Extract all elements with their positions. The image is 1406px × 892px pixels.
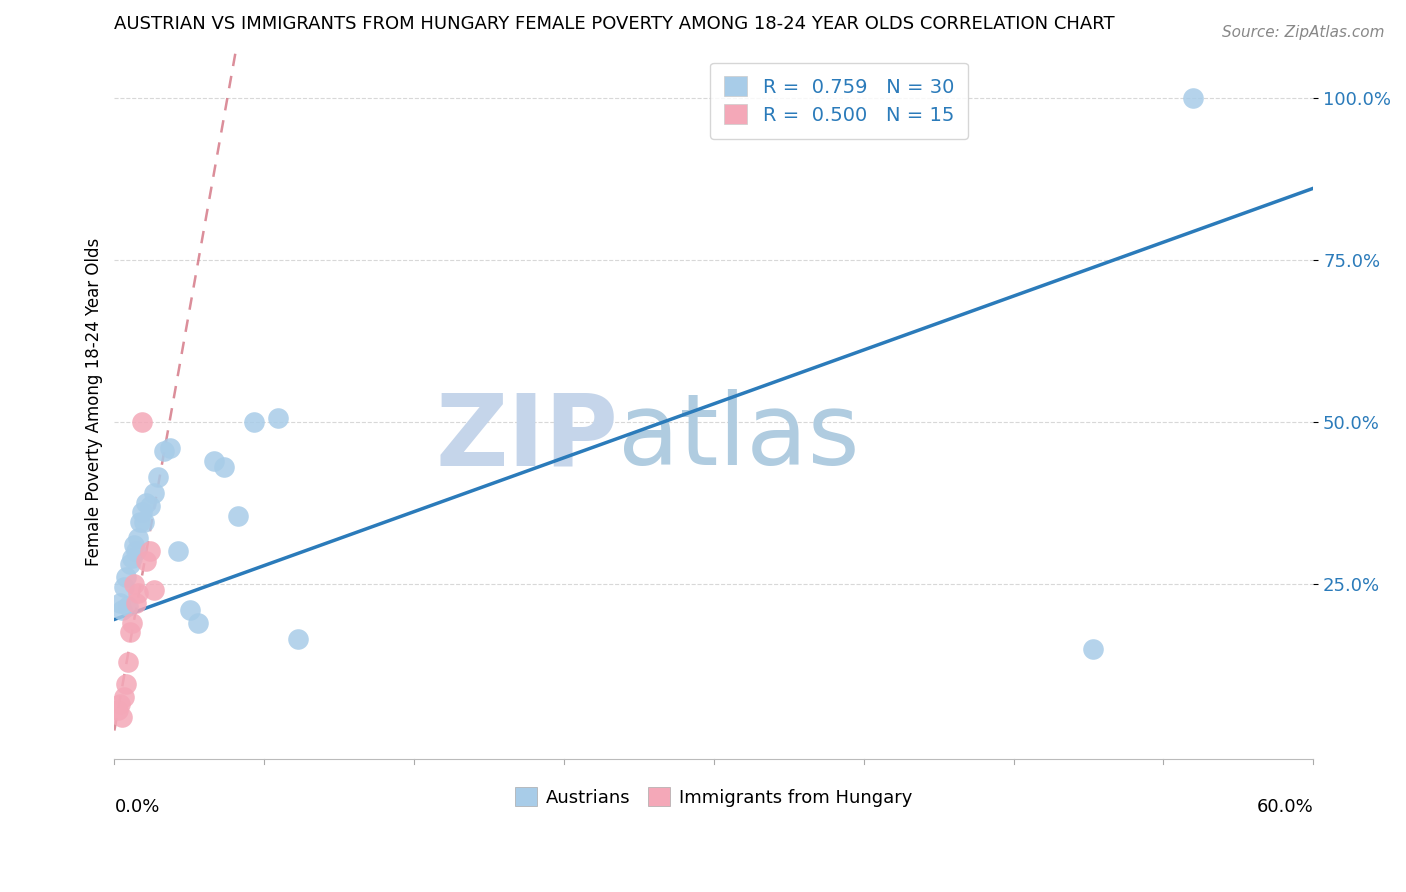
Point [111, 709, 134, 723]
Point [179, 602, 201, 616]
Point [125, 544, 148, 558]
Point [139, 499, 162, 513]
Text: 60.0%: 60.0% [1257, 798, 1313, 816]
Point [120, 558, 142, 572]
Point [134, 515, 156, 529]
Point [143, 583, 166, 598]
Point [1182, 90, 1205, 104]
Point [115, 677, 138, 691]
Point [153, 443, 176, 458]
Text: Source: ZipAtlas.com: Source: ZipAtlas.com [1222, 25, 1385, 40]
Point [112, 580, 135, 594]
Point [139, 544, 162, 558]
Point [135, 496, 157, 510]
Point [117, 655, 139, 669]
Point [127, 532, 149, 546]
Point [110, 697, 132, 711]
Point [125, 596, 148, 610]
Point [129, 515, 152, 529]
Text: atlas: atlas [617, 390, 859, 486]
Text: 0.0%: 0.0% [114, 798, 160, 816]
Text: ZIP: ZIP [434, 390, 617, 486]
Point [121, 615, 143, 630]
Point [121, 550, 143, 565]
Point [124, 538, 146, 552]
Point [202, 453, 225, 467]
Point [167, 544, 190, 558]
Point [124, 576, 146, 591]
Point [110, 596, 132, 610]
Point [1083, 641, 1105, 656]
Point [117, 599, 139, 614]
Point [214, 460, 236, 475]
Text: AUSTRIAN VS IMMIGRANTS FROM HUNGARY FEMALE POVERTY AMONG 18-24 YEAR OLDS CORRELA: AUSTRIAN VS IMMIGRANTS FROM HUNGARY FEMA… [114, 15, 1115, 33]
Point [287, 632, 309, 646]
Point [159, 441, 181, 455]
Point [115, 570, 138, 584]
Point [135, 554, 157, 568]
Point [143, 486, 166, 500]
Point [187, 615, 209, 630]
Point [112, 690, 135, 705]
Point [127, 586, 149, 600]
Point [131, 415, 153, 429]
Point [131, 505, 153, 519]
Legend: R =  0.759   N = 30, R =  0.500   N = 15: R = 0.759 N = 30, R = 0.500 N = 15 [710, 62, 967, 138]
Point [243, 415, 266, 429]
Point [120, 625, 142, 640]
Point [226, 508, 249, 523]
Point [107, 703, 129, 717]
Point [267, 411, 290, 425]
Point [111, 602, 134, 616]
Y-axis label: Female Poverty Among 18-24 Year Olds: Female Poverty Among 18-24 Year Olds [86, 238, 103, 566]
Point [148, 470, 170, 484]
